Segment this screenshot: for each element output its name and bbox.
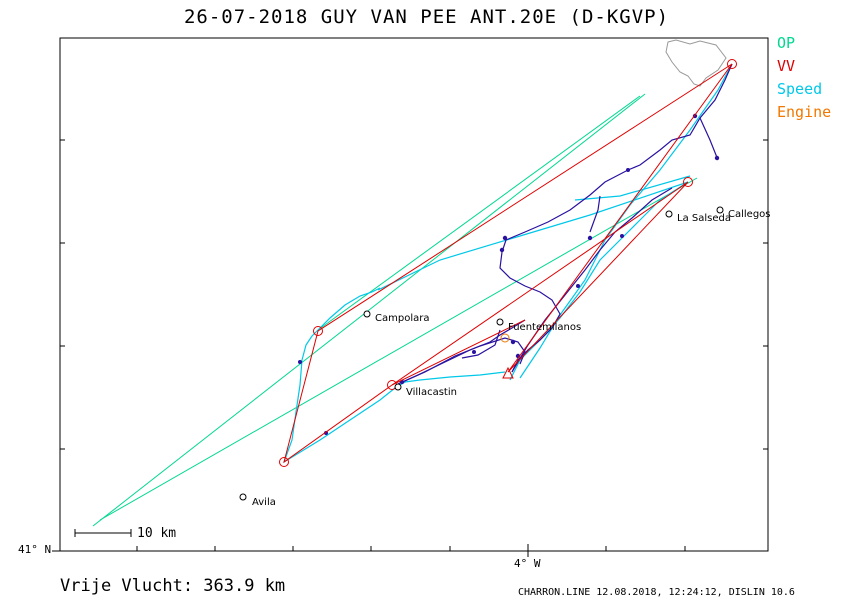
legend-vv: VV	[777, 57, 796, 75]
track-markers	[298, 113, 720, 435]
place-label-avila: Avila	[252, 497, 276, 508]
legend-speed: Speed	[777, 80, 823, 98]
map-title: 26-07-2018 GUY VAN PEE ANT.20E (D-KGVP)	[183, 6, 670, 28]
speed-track	[283, 63, 733, 463]
map-frame	[59, 37, 769, 552]
scale-bar	[74, 529, 132, 537]
engine-marker	[500, 333, 510, 343]
flight-track	[397, 63, 733, 385]
footer-text: CHARRON.LINE 12.08.2018, 12:24:12, DISLI…	[518, 587, 795, 598]
place-label-la-salseda: La Salseda	[677, 213, 731, 224]
legend-op: OP	[777, 34, 796, 52]
axis-ticks	[52, 139, 768, 557]
vv-route	[283, 63, 733, 464]
distance-text: Vrije Vlucht: 363.9 km	[60, 576, 286, 596]
longitude-label: 4° W	[514, 557, 541, 570]
place-label-campolara: Campolara	[375, 313, 429, 324]
place-label-callegos: Callegos	[728, 209, 771, 220]
legend-engine: Engine	[777, 103, 832, 121]
start-triangle-icon	[502, 366, 514, 379]
scale-bar-label: 10 km	[137, 526, 177, 541]
latitude-label: 41° N	[18, 543, 52, 556]
region-border	[665, 39, 727, 87]
op-lines	[92, 93, 698, 527]
turnpoints	[279, 59, 737, 467]
place-label-fuentemilanos: Fuentemilanos	[508, 322, 581, 333]
place-markers	[239, 206, 724, 501]
place-label-villacastin: Villacastin	[406, 387, 457, 398]
